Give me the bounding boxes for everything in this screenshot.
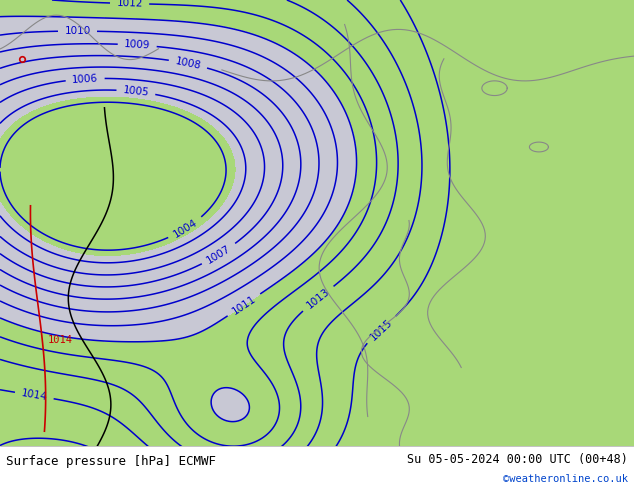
Text: 1014: 1014 xyxy=(20,389,48,403)
Text: 1011: 1011 xyxy=(230,294,257,317)
Text: 1012: 1012 xyxy=(116,0,143,9)
Text: ©weatheronline.co.uk: ©weatheronline.co.uk xyxy=(503,474,628,484)
Text: 1015: 1015 xyxy=(124,463,152,486)
Text: 1004: 1004 xyxy=(172,217,199,240)
Text: 1007: 1007 xyxy=(205,243,233,266)
Bar xyxy=(0,446,634,490)
Text: Surface pressure [hPa] ECMWF: Surface pressure [hPa] ECMWF xyxy=(6,455,216,468)
Text: 1008: 1008 xyxy=(174,56,202,71)
Text: 1005: 1005 xyxy=(122,85,150,98)
Text: 1013: 1013 xyxy=(305,286,332,311)
Text: 1015: 1015 xyxy=(368,317,394,342)
Text: Su 05-05-2024 00:00 UTC (00+48): Su 05-05-2024 00:00 UTC (00+48) xyxy=(407,453,628,466)
Text: 1009: 1009 xyxy=(124,39,151,51)
Text: 1010: 1010 xyxy=(65,26,91,36)
Text: 1006: 1006 xyxy=(72,73,98,85)
Text: 1014: 1014 xyxy=(48,335,72,345)
